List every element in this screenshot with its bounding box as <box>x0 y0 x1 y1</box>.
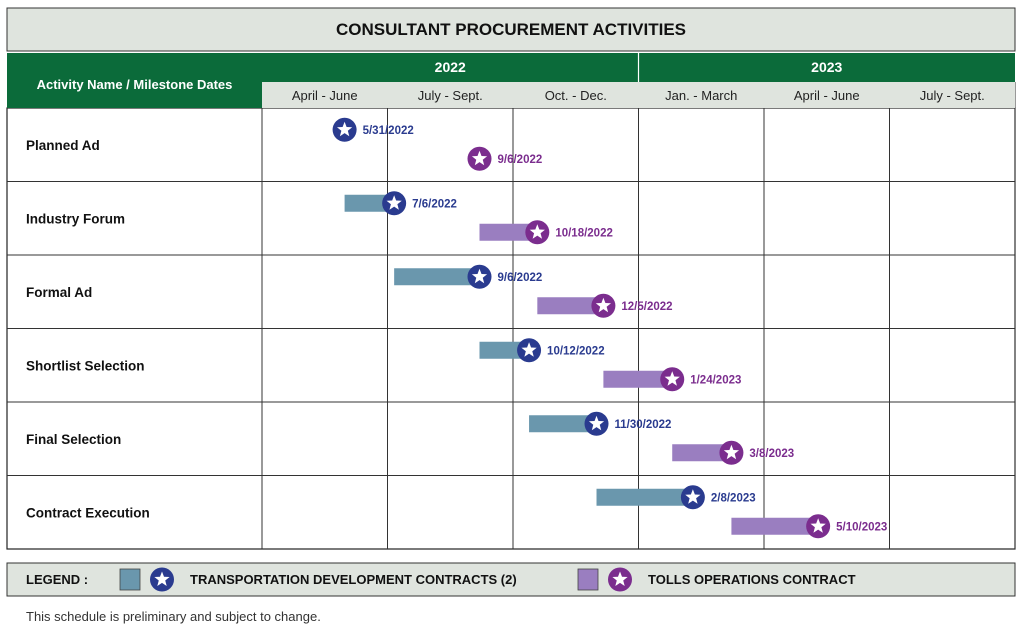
toc-legend-text: TOLLS OPERATIONS CONTRACT <box>648 572 856 587</box>
star-icon <box>471 150 488 166</box>
toc-bar <box>672 444 732 462</box>
legend-label: LEGEND : <box>26 572 88 587</box>
activity-header-label: Activity Name / Milestone Dates <box>37 77 233 92</box>
star-icon <box>471 268 488 284</box>
star-icon <box>588 415 605 431</box>
activity-label: Final Selection <box>26 432 121 447</box>
toc-milestone <box>660 367 685 392</box>
star-icon <box>336 121 353 137</box>
toc-milestone <box>467 146 492 171</box>
star-icon <box>612 571 628 586</box>
star-icon <box>810 518 826 533</box>
toc-milestone <box>525 220 550 245</box>
toc-bar <box>537 297 604 315</box>
star-icon <box>521 342 537 357</box>
legend-layer: LEGEND : TRANSPORTATION DEVELOPMENT CONTR… <box>6 562 1016 597</box>
tdc-milestone <box>332 117 357 142</box>
star-icon <box>595 297 612 313</box>
quarter-label: Oct. - Dec. <box>545 88 607 103</box>
quarter-band <box>262 82 1015 108</box>
tdc-milestone-date: 5/31/2022 <box>363 125 414 137</box>
tdc-milestone-date: 11/30/2022 <box>615 419 672 431</box>
tdc-bar <box>344 194 395 212</box>
activity-label: Industry Forum <box>26 211 125 226</box>
star-icon <box>154 571 170 586</box>
toc-milestone-date: 9/6/2022 <box>498 154 543 166</box>
schedule-note: This schedule is preliminary and subject… <box>26 609 321 624</box>
year-label-2022: 2022 <box>435 59 466 75</box>
legend-box <box>6 562 1016 597</box>
star-icon <box>386 195 402 210</box>
tdc-milestone <box>467 264 492 289</box>
quarter-label: Jan. - March <box>665 88 737 103</box>
toc-bar <box>731 517 819 535</box>
star-icon <box>723 444 740 460</box>
activity-label: Planned Ad <box>26 138 100 153</box>
tdc-bar <box>479 341 530 359</box>
grid-layer <box>6 81 1016 550</box>
toc-milestone-date: 3/8/2023 <box>749 448 794 460</box>
tdc-milestone-date: 2/8/2023 <box>711 492 756 504</box>
toc-milestone-date: 12/5/2022 <box>621 301 672 313</box>
tdc-bar <box>529 415 597 433</box>
tdc-legend-swatch <box>119 568 141 591</box>
toc-legend-swatch <box>577 568 599 591</box>
toc-legend-star <box>608 567 632 592</box>
activity-label: Formal Ad <box>26 285 92 300</box>
tdc-milestone <box>680 485 705 510</box>
tdc-milestone <box>382 191 407 216</box>
quarter-label: July - Sept. <box>920 88 985 103</box>
toc-milestone-date: 1/24/2023 <box>690 374 741 386</box>
year-label-2023: 2023 <box>811 59 842 75</box>
tdc-legend-star <box>150 567 174 592</box>
star-icon <box>664 371 680 386</box>
note-layer: This schedule is preliminary and subject… <box>26 609 321 624</box>
tdc-milestone <box>517 338 542 363</box>
tdc-milestone <box>584 411 609 436</box>
chart-title: CONSULTANT PROCUREMENT ACTIVITIES <box>336 20 686 39</box>
tdc-milestone-date: 9/6/2022 <box>498 272 543 284</box>
title-band <box>6 7 1016 52</box>
tdc-bar <box>596 488 693 506</box>
star-icon <box>529 224 545 239</box>
quarter-label: April - June <box>292 88 358 103</box>
star-icon <box>685 489 701 504</box>
activity-label: Shortlist Selection <box>26 358 145 373</box>
toc-bar <box>603 370 673 388</box>
tdc-bar <box>394 268 480 286</box>
toc-milestone-date: 5/10/2023 <box>836 521 887 533</box>
toc-milestone <box>591 293 616 318</box>
toc-bar <box>479 223 538 241</box>
toc-milestone-date: 10/18/2022 <box>555 227 613 239</box>
activity-label: Contract Execution <box>26 505 150 520</box>
toc-milestone <box>806 514 831 539</box>
header-layer: CONSULTANT PROCUREMENT ACTIVITIES Activit… <box>6 7 1016 108</box>
quarter-label: April - June <box>794 88 860 103</box>
quarter-label: July - Sept. <box>418 88 483 103</box>
tdc-milestone-date: 10/12/2022 <box>547 345 605 357</box>
rows-layer: Planned Ad Industry Forum Formal Ad Shortli… <box>26 138 150 521</box>
toc-milestone <box>719 440 744 465</box>
tdc-legend-text: TRANSPORTATION DEVELOPMENT CONTRACTS (2) <box>190 572 517 587</box>
marks-layer: 5/31/2022 7/6/2022 9/6/2022 10/12/2022 11/30… <box>332 117 887 539</box>
tdc-milestone-date: 7/6/2022 <box>412 198 457 210</box>
